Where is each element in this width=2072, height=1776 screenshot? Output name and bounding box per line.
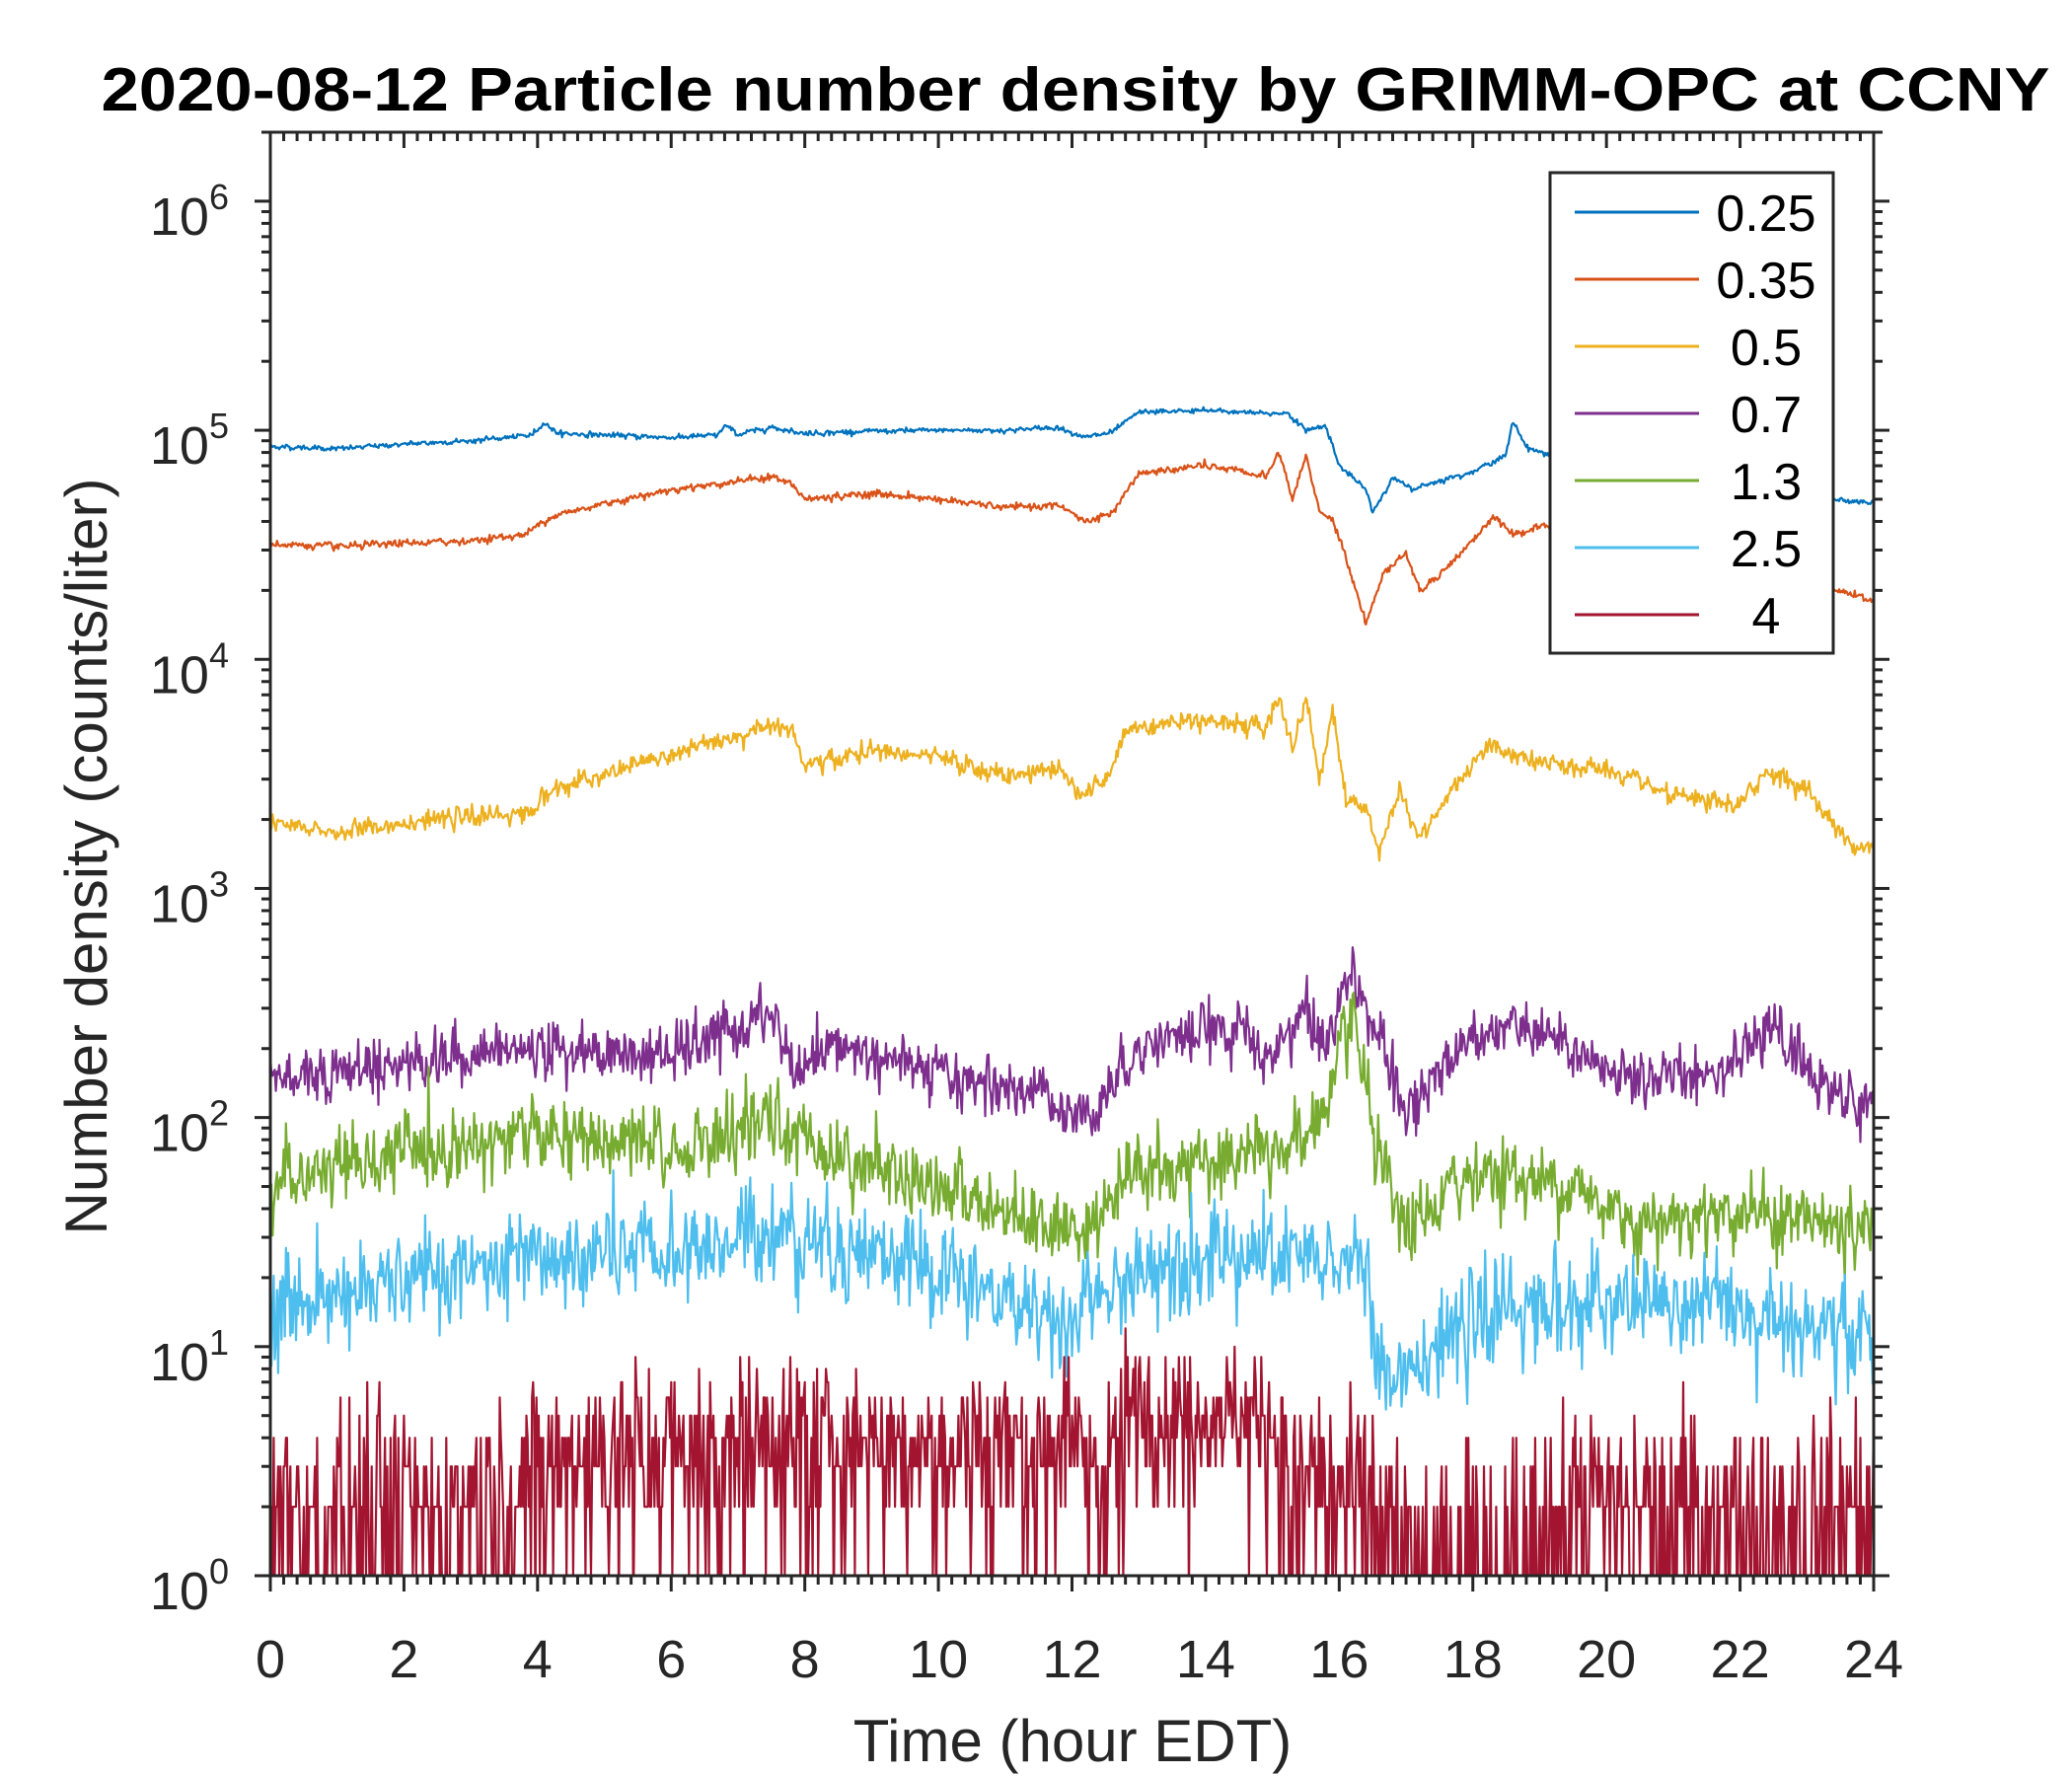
y-tick-base: 10 [150, 416, 209, 476]
x-tick-label: 16 [1309, 1630, 1369, 1689]
x-tick-label: 4 [523, 1630, 553, 1689]
series-line-4 [270, 1327, 1874, 1576]
y-tick-base: 10 [150, 187, 209, 247]
y-tick-label: 100 [150, 1551, 229, 1621]
x-tick-label: 2 [389, 1630, 418, 1689]
y-tick-label: 105 [150, 406, 229, 476]
legend-label: 2.5 [1731, 521, 1802, 578]
x-tick-label: 12 [1042, 1630, 1101, 1689]
legend-item: 0.7 [1575, 387, 1802, 444]
chart-title: 2020-08-12 Particle number density by GR… [102, 56, 2050, 124]
y-tick-exponent: 5 [209, 406, 229, 446]
y-tick-label: 103 [150, 863, 229, 933]
legend-label: 0.7 [1731, 387, 1802, 444]
x-tick-labels: 0 2 4 6 8 10 12 14 16 18 20 22 24 [256, 1630, 1903, 1689]
x-tick-label: 18 [1443, 1630, 1503, 1689]
y-tick-exponent: 2 [209, 1093, 229, 1134]
series-line-1_3 [270, 992, 1874, 1282]
y-tick-base: 10 [150, 645, 209, 704]
legend-label: 0.35 [1716, 253, 1815, 310]
legend-label: 4 [1752, 588, 1781, 645]
x-tick-label: 0 [256, 1630, 285, 1689]
y-tick-label: 104 [150, 634, 229, 704]
x-tick-label: 6 [656, 1630, 686, 1689]
y-tick-label: 101 [150, 1322, 229, 1392]
x-tick-label: 24 [1844, 1630, 1903, 1689]
y-tick-exponent: 3 [209, 863, 229, 904]
legend-item: 1.3 [1575, 454, 1802, 511]
y-tick-base: 10 [150, 874, 209, 933]
legend-label: 0.5 [1731, 320, 1802, 377]
axes [255, 130, 1889, 1591]
legend: 0.25 0.35 0.5 0.7 1.3 2.5 4 [1548, 171, 1835, 655]
y-tick-label: 102 [150, 1093, 229, 1163]
y-tick-label: 106 [150, 177, 229, 247]
legend-item: 0.35 [1575, 253, 1816, 310]
x-axis-label: Time (hour EDT) [853, 1708, 1293, 1774]
y-tick-exponent: 0 [209, 1551, 229, 1591]
legend-label: 1.3 [1731, 454, 1802, 511]
legend-label: 0.25 [1716, 185, 1815, 243]
y-tick-exponent: 1 [209, 1322, 229, 1363]
x-tick-label: 14 [1176, 1630, 1235, 1689]
series-layer [270, 406, 1874, 1576]
x-tick-label: 20 [1577, 1630, 1636, 1689]
legend-item: 0.25 [1575, 185, 1816, 243]
y-tick-base: 10 [150, 1562, 209, 1621]
y-tick-exponent: 4 [209, 634, 229, 675]
x-tick-label: 10 [909, 1630, 968, 1689]
x-tick-label: 22 [1711, 1630, 1770, 1689]
series-line-0_7 [270, 945, 1874, 1144]
series-line-0_5 [270, 697, 1874, 862]
legend-item: 2.5 [1575, 521, 1802, 578]
y-axis-label: Number density (counts/liter) [53, 479, 119, 1235]
y-tick-base: 10 [150, 1104, 209, 1163]
series-line-2_5 [270, 1169, 1874, 1411]
legend-item: 4 [1575, 588, 1780, 645]
y-tick-exponent: 6 [209, 177, 229, 217]
y-tick-base: 10 [150, 1333, 209, 1392]
legend-item: 0.5 [1575, 320, 1802, 377]
x-tick-label: 8 [790, 1630, 820, 1689]
